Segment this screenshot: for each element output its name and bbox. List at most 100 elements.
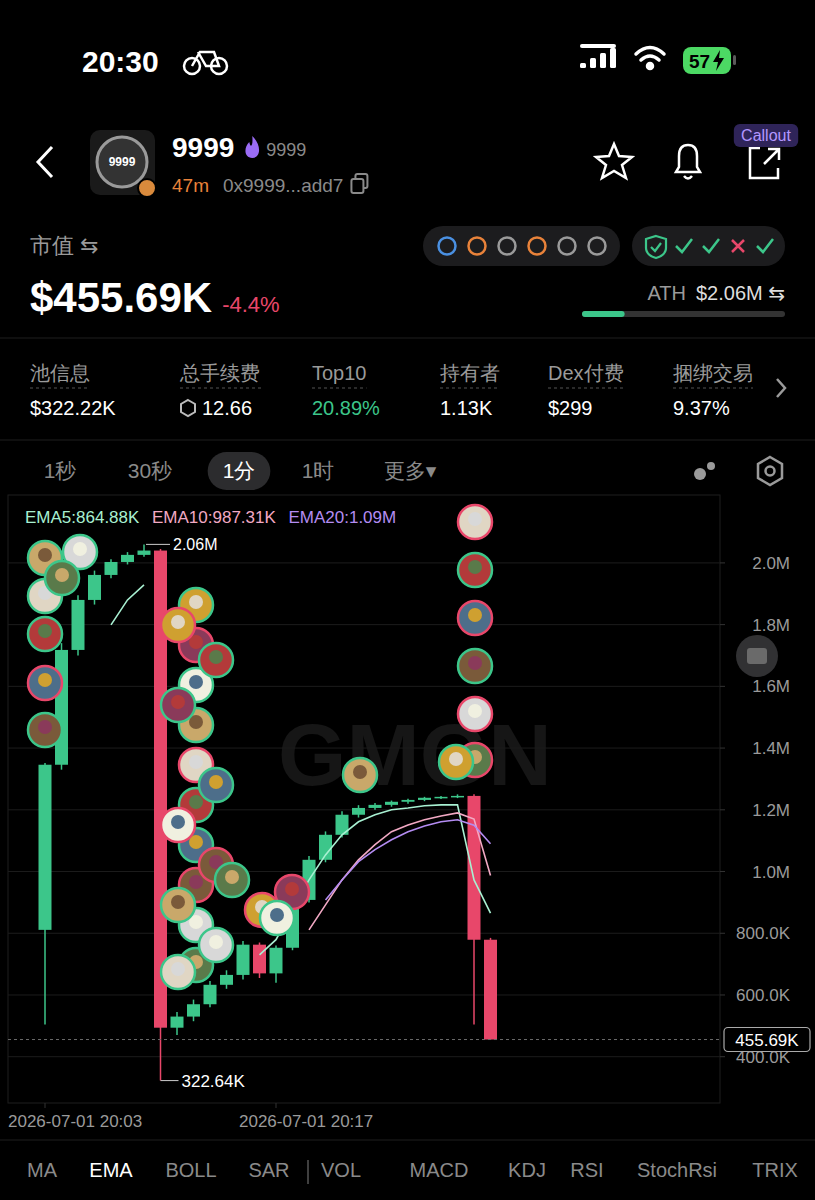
draw-tool[interactable] — [694, 468, 706, 480]
indicator-tab[interactable]: StochRsi — [637, 1159, 717, 1181]
wifi-dot — [648, 64, 653, 69]
y-tick — [720, 933, 725, 934]
tag-icon[interactable] — [559, 238, 576, 255]
settings-button[interactable] — [758, 457, 782, 485]
trade-avatar[interactable] — [45, 561, 79, 595]
trade-avatar[interactable] — [161, 808, 195, 842]
share-button[interactable] — [750, 148, 779, 178]
ema-line — [326, 820, 491, 900]
trade-avatar[interactable] — [28, 617, 62, 651]
avatar-face — [468, 560, 482, 574]
indicator-tab[interactable]: MACD — [410, 1159, 469, 1181]
candle-body — [72, 600, 85, 650]
stats-more[interactable] — [777, 379, 785, 397]
indicator-tab[interactable]: RSI — [570, 1159, 603, 1181]
back-button[interactable] — [38, 147, 52, 177]
low-leader — [161, 1080, 179, 1081]
copy-button[interactable] — [351, 179, 363, 193]
trade-avatar[interactable] — [458, 553, 492, 587]
trade-avatar[interactable] — [343, 758, 377, 792]
favorite-button[interactable] — [596, 144, 632, 178]
trade-avatar[interactable] — [28, 666, 62, 700]
high-leader — [146, 544, 170, 545]
indicator-tab[interactable]: EMA — [89, 1159, 133, 1181]
y-tick — [720, 809, 725, 810]
signal-bar — [580, 63, 586, 68]
y-tick — [720, 994, 725, 995]
avatar-face — [449, 752, 463, 766]
x-tick — [45, 1103, 46, 1108]
avatar-face — [171, 695, 185, 709]
y-tick-label: 1.4M — [752, 739, 790, 758]
avatar-face — [171, 962, 185, 976]
timeframe-tab[interactable]: 30秒 — [128, 459, 172, 482]
avatar-face — [209, 775, 223, 789]
grid-line — [8, 933, 720, 934]
high-label: 2.06M — [173, 536, 217, 553]
trade-avatar[interactable] — [199, 928, 233, 962]
trade-avatar[interactable] — [161, 888, 195, 922]
indicator-separator — [307, 1160, 309, 1184]
wifi-icon — [636, 48, 664, 69]
draw-tool[interactable] — [707, 462, 715, 470]
ath-value: $2.06M ⇆ — [696, 282, 785, 304]
trade-avatar[interactable] — [161, 608, 195, 642]
candle-body — [105, 562, 118, 575]
signal-bar — [610, 48, 616, 68]
cube-icon — [181, 400, 195, 416]
y-tick — [720, 871, 725, 872]
indicator-tab[interactable]: TRIX — [752, 1159, 798, 1181]
candle-body — [385, 802, 398, 805]
avatar-face — [468, 704, 482, 718]
settings-button[interactable] — [766, 467, 775, 476]
timeframe-tab[interactable]: 1分 — [223, 459, 256, 482]
avatar-face — [189, 795, 203, 809]
trade-avatar[interactable] — [199, 768, 233, 802]
trade-avatar[interactable] — [458, 697, 492, 731]
avatar-face — [285, 882, 299, 896]
stat-underline — [180, 388, 261, 389]
indicator-tab[interactable]: VOL — [321, 1159, 361, 1181]
logo-text: 9999 — [109, 155, 136, 169]
indicator-tab[interactable]: MA — [27, 1159, 58, 1181]
callout-badge[interactable]: Callout — [741, 127, 791, 144]
ema-line — [111, 585, 491, 955]
wallet-button[interactable] — [736, 635, 778, 677]
avatar-face — [171, 895, 185, 909]
tag-icon[interactable] — [499, 238, 516, 255]
candle-body — [88, 575, 101, 600]
avatar-face — [38, 673, 52, 687]
indicator-tab[interactable]: KDJ — [508, 1159, 546, 1181]
legend-entry: EMA20:1.09M — [288, 508, 396, 527]
alert-button[interactable] — [676, 145, 700, 179]
plot-frame — [8, 495, 720, 1103]
indicator-tab[interactable]: SAR — [248, 1159, 289, 1181]
candle-body — [138, 551, 151, 555]
indicator-tab[interactable]: BOLL — [165, 1159, 216, 1181]
tag-icon[interactable] — [529, 238, 546, 255]
trade-avatar[interactable] — [161, 955, 195, 989]
trade-avatar[interactable] — [458, 649, 492, 683]
trade-avatar[interactable] — [458, 601, 492, 635]
tag-icon[interactable] — [469, 238, 486, 255]
trade-avatar[interactable] — [260, 901, 294, 935]
candle-body — [369, 805, 382, 808]
avatar-face — [38, 548, 52, 562]
divider — [0, 338, 815, 339]
trade-avatar[interactable] — [439, 745, 473, 779]
timeframe-tab[interactable]: 更多▾ — [384, 459, 437, 482]
tag-icon[interactable] — [589, 238, 606, 255]
y-tick-label: 800.0K — [736, 924, 791, 943]
trade-avatar[interactable] — [28, 713, 62, 747]
trade-avatar[interactable] — [199, 643, 233, 677]
timeframe-tab[interactable]: 1秒 — [44, 459, 77, 482]
trade-avatar[interactable] — [215, 863, 249, 897]
trade-avatar[interactable] — [161, 688, 195, 722]
timeframe-tab[interactable]: 1时 — [302, 459, 335, 482]
current-price-tag — [724, 1028, 810, 1052]
y-tick — [720, 562, 725, 563]
trade-avatar[interactable] — [458, 505, 492, 539]
tag-icon[interactable] — [439, 238, 456, 255]
grid-line — [8, 624, 720, 625]
y-tick-label: 1.0M — [752, 863, 790, 882]
